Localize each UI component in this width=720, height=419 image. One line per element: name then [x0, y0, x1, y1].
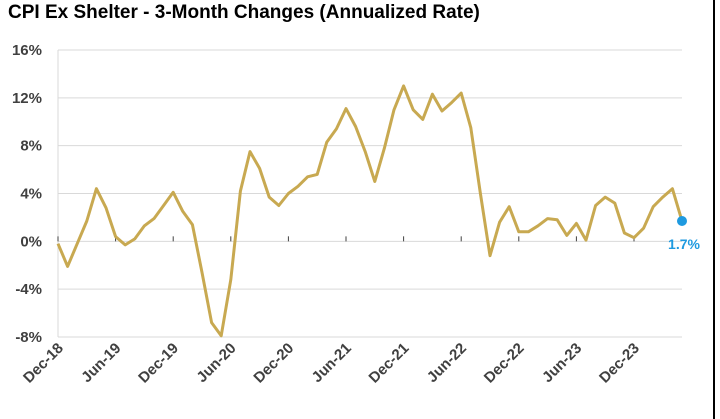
data-point	[623, 232, 625, 234]
data-point	[518, 231, 520, 233]
data-point	[422, 118, 424, 120]
data-point	[239, 190, 241, 192]
x-tick-label: Dec-23	[596, 340, 643, 387]
data-point	[95, 188, 97, 190]
data-point	[575, 222, 577, 224]
series-line	[56, 84, 684, 338]
x-tick-label: Dec-22	[481, 340, 528, 387]
last-value-label: 1.7%	[668, 236, 700, 252]
y-tick-label: 16%	[12, 42, 42, 59]
data-point	[230, 278, 232, 280]
x-tick-label: Dec-18	[20, 340, 67, 387]
y-tick-label: 8%	[20, 138, 42, 155]
data-point	[470, 127, 472, 129]
data-point	[335, 128, 337, 130]
data-point	[143, 225, 145, 227]
data-point	[546, 217, 548, 219]
data-point	[86, 220, 88, 222]
data-point	[114, 235, 116, 237]
y-tick-label: 4%	[20, 186, 42, 203]
data-point	[287, 192, 289, 194]
data-point	[191, 223, 193, 225]
data-point	[220, 335, 222, 337]
data-point	[306, 176, 308, 178]
data-point	[393, 109, 395, 111]
data-point	[383, 147, 385, 149]
data-point	[153, 217, 155, 219]
data-point	[566, 234, 568, 236]
x-tick-label: Dec-19	[135, 340, 182, 387]
last-value-marker	[677, 216, 687, 227]
data-point	[76, 243, 78, 245]
y-tick-label: 12%	[12, 90, 42, 107]
data-point	[662, 196, 664, 198]
data-point	[642, 227, 644, 229]
data-point	[278, 204, 280, 206]
data-point	[604, 196, 606, 198]
right-border-rule	[713, 0, 715, 419]
data-point	[249, 150, 251, 152]
data-point	[460, 92, 462, 94]
x-tick-label: Jun-22	[424, 340, 470, 386]
data-point	[345, 107, 347, 109]
data-point	[479, 192, 481, 194]
x-tick-label: Dec-20	[250, 340, 297, 387]
data-point	[316, 173, 318, 175]
data-point	[374, 180, 376, 182]
series-layer	[56, 84, 684, 338]
data-point	[105, 207, 107, 209]
data-point	[297, 185, 299, 187]
data-point	[134, 238, 136, 240]
y-tick-label: 0%	[20, 233, 42, 250]
grid-layer	[58, 49, 682, 338]
data-point	[489, 254, 491, 256]
data-point	[268, 196, 270, 198]
data-point	[441, 110, 443, 112]
data-point	[201, 271, 203, 273]
data-point	[124, 244, 126, 246]
data-point	[527, 231, 529, 233]
data-point	[172, 191, 174, 193]
data-point	[671, 188, 673, 190]
data-point	[585, 239, 587, 241]
data-point	[354, 125, 356, 127]
data-point	[364, 150, 366, 152]
data-point	[508, 205, 510, 207]
chart-title: CPI Ex Shelter - 3-Month Changes (Annual…	[8, 2, 480, 23]
label-layer: 1.7%	[668, 216, 701, 252]
data-point	[210, 321, 212, 323]
data-point	[652, 205, 654, 207]
data-point	[402, 85, 404, 87]
data-point	[594, 204, 596, 206]
data-point	[450, 101, 452, 103]
x-tick-label: Jun-21	[309, 340, 355, 386]
data-point	[556, 219, 558, 221]
x-tick-label: Jun-19	[78, 340, 124, 386]
data-point	[258, 167, 260, 169]
data-point	[66, 265, 68, 267]
data-point	[412, 109, 414, 111]
data-point	[537, 225, 539, 227]
data-point	[57, 243, 59, 245]
x-tick-label: Jun-20	[193, 340, 239, 386]
y-tick-label: -4%	[15, 281, 42, 298]
y-tick-label: -8%	[15, 329, 42, 346]
data-point	[498, 221, 500, 223]
data-point	[431, 93, 433, 95]
data-point	[633, 237, 635, 239]
x-tick-label: Jun-23	[539, 340, 585, 386]
data-point	[326, 141, 328, 143]
data-point	[614, 202, 616, 204]
data-point	[182, 210, 184, 212]
data-point	[162, 204, 164, 206]
x-tick-label: Dec-21	[366, 340, 413, 387]
